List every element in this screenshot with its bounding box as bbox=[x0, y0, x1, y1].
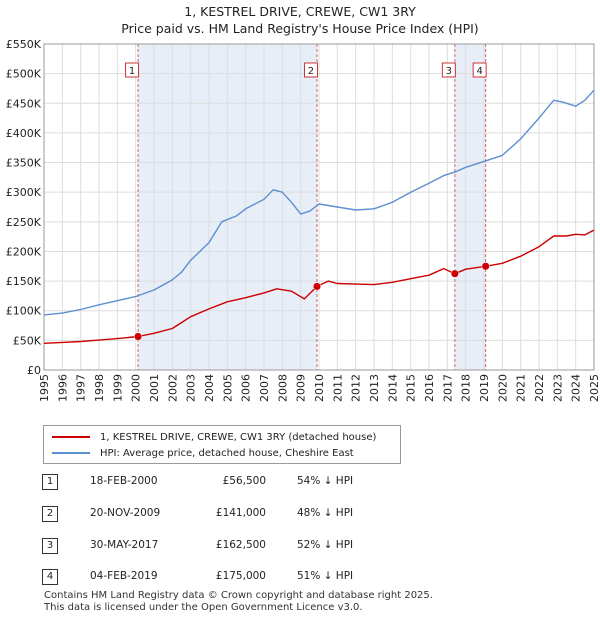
x-tick-label: 2024 bbox=[570, 374, 583, 402]
x-tick-label: 2021 bbox=[515, 374, 528, 402]
transaction-number: 3 bbox=[42, 538, 58, 554]
transaction-price: £141,000 bbox=[215, 507, 266, 519]
transaction-label-group: 4 bbox=[472, 62, 487, 78]
transaction-label: 2 bbox=[308, 66, 314, 77]
transaction-label: 1 bbox=[129, 66, 135, 77]
table-row: 3 30-MAY-2017 £162,500 52% ↓ HPI bbox=[42, 538, 402, 554]
legend: 1, KESTREL DRIVE, CREWE, CW1 3RY (detach… bbox=[43, 425, 401, 464]
x-tick-label: 2003 bbox=[185, 374, 198, 402]
footer-copyright: Contains HM Land Registry data © Crown c… bbox=[44, 590, 433, 601]
table-row: 4 04-FEB-2019 £175,000 51% ↓ HPI bbox=[42, 569, 402, 585]
transaction-date: 20-NOV-2009 bbox=[90, 507, 161, 519]
transaction-label-group: 1 bbox=[125, 62, 140, 78]
legend-item-price: 1, KESTREL DRIVE, CREWE, CW1 3RY (detach… bbox=[52, 430, 376, 444]
y-tick-label: £100K bbox=[6, 305, 42, 318]
x-tick-label: 2006 bbox=[240, 374, 253, 402]
x-tick-label: 1997 bbox=[75, 374, 88, 402]
chart-title-line-1: 1, KESTREL DRIVE, CREWE, CW1 3RY bbox=[184, 4, 416, 19]
legend-price-label: 1, KESTREL DRIVE, CREWE, CW1 3RY (detach… bbox=[100, 431, 377, 443]
y-tick-label: £50K bbox=[13, 334, 42, 347]
transaction-number: 1 bbox=[42, 474, 58, 490]
x-tick-label: 2009 bbox=[295, 374, 308, 402]
legend-price-swatch bbox=[52, 436, 90, 438]
shaded-range bbox=[454, 44, 486, 370]
transaction-label-group: 3 bbox=[441, 62, 456, 78]
hpi-series-line bbox=[43, 89, 595, 316]
transaction-point bbox=[134, 332, 143, 341]
x-tick-label: 2019 bbox=[478, 374, 491, 402]
transaction-label-box bbox=[303, 62, 318, 78]
x-tick-label: 2001 bbox=[148, 374, 161, 402]
transaction-point bbox=[312, 282, 322, 291]
x-tick-label: 2025 bbox=[588, 374, 600, 402]
transaction-label-group: 2 bbox=[303, 62, 318, 78]
legend-hpi-label: HPI: Average price, detached house, Ches… bbox=[100, 447, 354, 459]
transaction-hpi-diff: 51% ↓ HPI bbox=[297, 570, 354, 582]
transaction-price: £162,500 bbox=[215, 539, 266, 551]
plot-border bbox=[43, 43, 595, 371]
transaction-hpi-diff: 48% ↓ HPI bbox=[297, 507, 354, 519]
chart-title-line-2: Price paid vs. HM Land Registry's House … bbox=[121, 21, 479, 36]
x-tick-label: 2012 bbox=[350, 374, 363, 402]
transaction-label-box bbox=[472, 62, 487, 78]
x-tick-label: 2013 bbox=[368, 374, 381, 402]
legend-item-hpi: HPI: Average price, detached house, Ches… bbox=[52, 446, 354, 460]
transaction-hpi-diff: 54% ↓ HPI bbox=[297, 475, 354, 487]
x-tick-label: 2023 bbox=[551, 374, 564, 402]
x-tick-label: 2018 bbox=[460, 374, 473, 402]
x-tick-label: 1999 bbox=[111, 374, 124, 402]
y-tick-label: £250K bbox=[6, 216, 42, 229]
transaction-date: 18-FEB-2000 bbox=[90, 475, 158, 487]
transaction-point bbox=[481, 262, 490, 271]
table-row: 1 18-FEB-2000 £56,500 54% ↓ HPI bbox=[42, 474, 402, 490]
x-tick-label: 2004 bbox=[203, 374, 216, 402]
x-tick-label: 2008 bbox=[276, 374, 289, 402]
x-tick-label: 2022 bbox=[533, 374, 546, 402]
transaction-label: 3 bbox=[446, 66, 452, 77]
x-tick-label: 1998 bbox=[93, 374, 106, 402]
x-tick-label: 2002 bbox=[166, 374, 179, 402]
x-tick-label: 2011 bbox=[331, 374, 344, 402]
x-tick-label: 2005 bbox=[221, 374, 234, 402]
y-tick-label: £400K bbox=[6, 127, 42, 140]
x-tick-label: 2000 bbox=[130, 374, 143, 402]
y-tick-label: £450K bbox=[6, 97, 42, 110]
price-series-line bbox=[43, 229, 595, 344]
transaction-date: 04-FEB-2019 bbox=[90, 570, 158, 582]
y-tick-label: £500K bbox=[6, 68, 42, 81]
transaction-number: 4 bbox=[42, 569, 58, 585]
x-tick-label: 2007 bbox=[258, 374, 271, 402]
x-tick-label: 2017 bbox=[441, 374, 454, 402]
transaction-date: 30-MAY-2017 bbox=[90, 539, 159, 551]
transaction-price: £175,000 bbox=[215, 570, 266, 582]
legend-hpi-swatch bbox=[52, 452, 90, 454]
price-chart: 1 2 3 4 £0 £50K £100K £150K £200K £250K £300K £350K… bbox=[6, 38, 600, 402]
x-tick-label: 2010 bbox=[313, 374, 326, 402]
table-row: 2 20-NOV-2009 £141,000 48% ↓ HPI bbox=[42, 506, 402, 522]
x-tick-label: 1995 bbox=[38, 374, 51, 402]
x-tick-label: 1996 bbox=[56, 374, 69, 402]
y-tick-label: £350K bbox=[6, 157, 42, 170]
transaction-hpi-diff: 52% ↓ HPI bbox=[297, 539, 354, 551]
x-tick-label: 2015 bbox=[405, 374, 418, 402]
x-tick-label: 2016 bbox=[423, 374, 436, 402]
y-tick-label: £200K bbox=[6, 245, 42, 258]
transaction-label-box bbox=[441, 62, 456, 78]
y-tick-label: £150K bbox=[6, 275, 42, 288]
y-tick-label: £0 bbox=[27, 364, 41, 377]
y-tick-label: £300K bbox=[6, 186, 42, 199]
y-tick-label: £550K bbox=[6, 38, 42, 51]
transaction-point bbox=[450, 269, 459, 278]
transaction-label: 4 bbox=[476, 66, 482, 77]
footer-licence: This data is licensed under the Open Gov… bbox=[44, 602, 363, 613]
x-tick-label: 2020 bbox=[496, 374, 509, 402]
transaction-label-box bbox=[125, 62, 140, 78]
transaction-number: 2 bbox=[42, 506, 58, 522]
transaction-price: £56,500 bbox=[222, 475, 266, 487]
x-tick-label: 2014 bbox=[386, 374, 399, 402]
